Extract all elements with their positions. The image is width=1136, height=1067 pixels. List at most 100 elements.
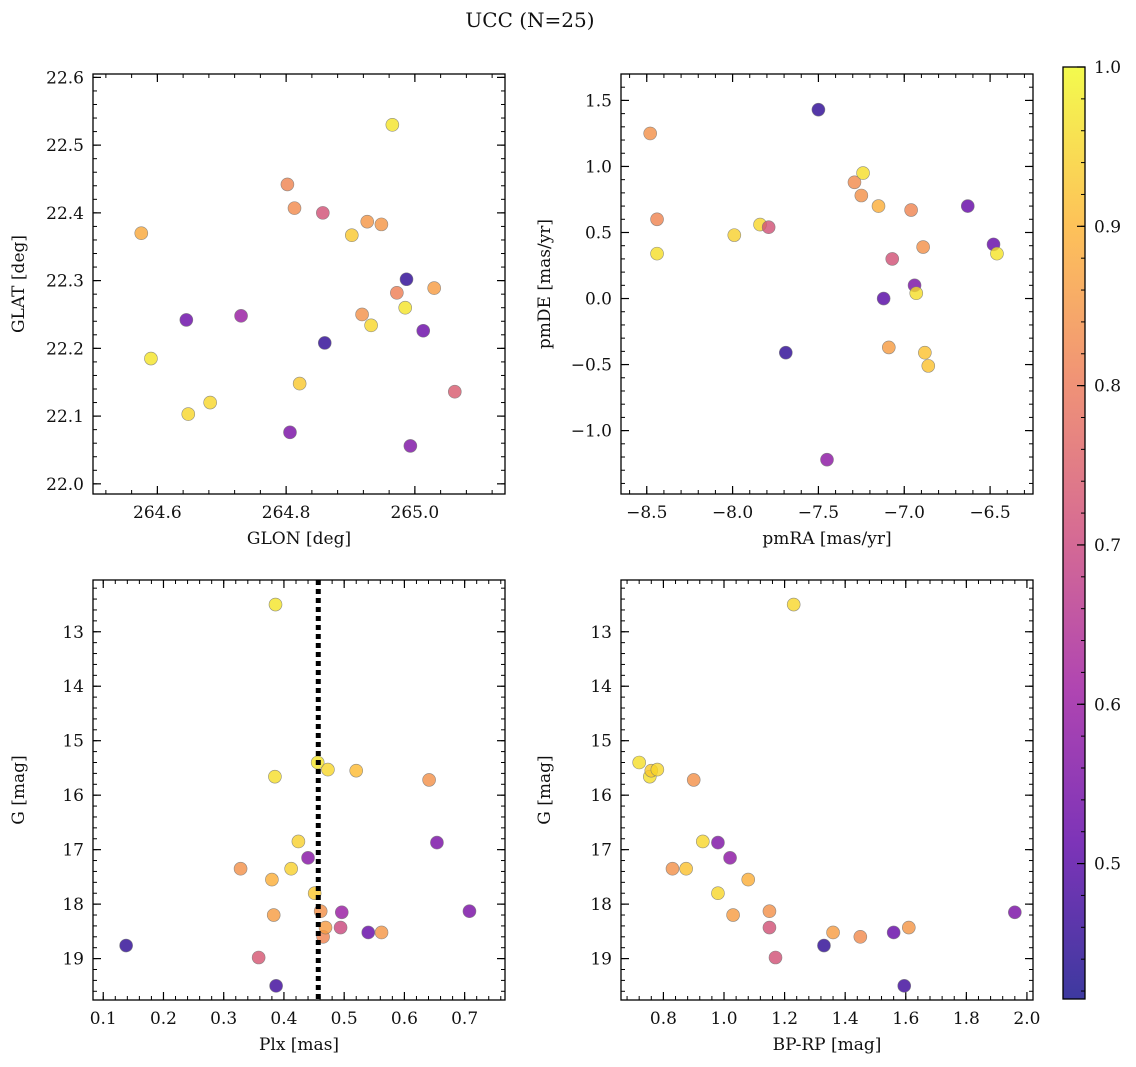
panels: 264.6 264.8 265.0 22.0 22.1 22.2 22.3 22.4 22.5 2… — [9, 68, 1040, 1055]
x-tick-label: 1.0 — [710, 1009, 737, 1029]
scatter-point — [881, 340, 896, 355]
scatter-point — [762, 904, 777, 919]
scatter-point — [374, 925, 389, 940]
scatter-point — [284, 861, 298, 876]
scatter-point — [316, 206, 330, 220]
scatter-point — [385, 118, 400, 132]
axes-frame — [620, 579, 1034, 1001]
scatter-point — [778, 345, 793, 360]
scatter-point — [422, 773, 436, 787]
scatter-point — [826, 925, 840, 940]
scatter-point — [741, 872, 756, 887]
scatter-point — [321, 762, 335, 777]
scatter-point — [181, 407, 196, 421]
x-tick-label: 264.8 — [262, 503, 311, 523]
scatter-points — [643, 102, 1004, 467]
y-tick-label: 19 — [62, 950, 84, 970]
y-tick-label: −0.5 — [571, 356, 612, 376]
minor-ticks — [621, 580, 1033, 1000]
major-ticks — [93, 580, 505, 1000]
scatter-point — [119, 938, 133, 953]
scatter-point — [179, 313, 194, 327]
scatter-point — [847, 175, 862, 190]
y-tick-label: 22.3 — [46, 272, 84, 292]
y-tick-label: 0.0 — [585, 290, 612, 310]
scatter-point — [686, 773, 701, 787]
y-tick-label: 13 — [590, 623, 612, 643]
colorbar-frame — [1062, 66, 1086, 1000]
minor-ticks — [93, 74, 505, 494]
scatter-point — [430, 835, 444, 850]
x-tick-label: −8.0 — [712, 503, 753, 523]
scatter-point — [761, 220, 776, 235]
major-ticks — [93, 74, 505, 494]
major-ticks — [621, 74, 1033, 494]
scatter-point — [856, 166, 870, 180]
scatter-point — [233, 861, 248, 876]
x-axis-label: GLON [deg] — [247, 529, 351, 549]
x-tick-label: 0.7 — [451, 1009, 478, 1029]
x-tick-label: 1.8 — [953, 1009, 980, 1029]
scatter-point — [650, 212, 664, 227]
scatter-point — [650, 762, 665, 777]
scatter-point — [1008, 905, 1022, 920]
scatter-point — [909, 286, 924, 301]
scatter-point — [398, 300, 413, 315]
y-tick-label: 22.0 — [46, 475, 84, 495]
y-tick-label: 18 — [62, 895, 84, 915]
scatter-point — [234, 309, 248, 323]
x-tick-label: 0.3 — [210, 1009, 237, 1029]
scatter-point — [650, 246, 664, 261]
scatter-point — [886, 925, 901, 940]
scatter-point — [399, 272, 414, 287]
scatter-point — [723, 851, 737, 865]
y-tick-label: 17 — [590, 841, 612, 861]
axes-frame — [92, 73, 506, 495]
scatter-point — [921, 359, 936, 373]
scatter-point — [727, 228, 742, 242]
x-tick-label: 1.2 — [771, 1009, 798, 1029]
scatter-point — [447, 384, 462, 399]
scatter-point — [786, 597, 801, 612]
colorbar-tick-label: 0.9 — [1094, 217, 1121, 237]
y-tick-label: 22.5 — [46, 136, 84, 156]
major-ticks — [621, 580, 1033, 1000]
y-tick-label: 16 — [590, 786, 612, 806]
scatter-point — [334, 905, 349, 920]
scatter-point — [726, 908, 740, 922]
scatter-point — [265, 872, 279, 887]
scatter-point — [876, 291, 891, 306]
scatter-point — [144, 351, 158, 366]
y-tick-label: 18 — [590, 895, 612, 915]
scatter-point — [390, 286, 404, 300]
axes-frame — [620, 73, 1034, 495]
y-tick-label: 0.5 — [585, 223, 612, 243]
scatter-point — [462, 904, 477, 919]
x-tick-label: 0.1 — [90, 1009, 117, 1029]
scatter-point — [291, 834, 306, 849]
scatter-point — [904, 203, 918, 217]
scatter-point — [349, 763, 364, 778]
scatter-point — [918, 345, 932, 360]
x-axis-label: pmRA [mas/yr] — [762, 529, 891, 549]
y-tick-label: 16 — [62, 786, 84, 806]
y-axis-label: G [mag] — [535, 755, 555, 824]
y-tick-label: 22.1 — [46, 407, 84, 427]
scatter-point — [679, 861, 693, 876]
scatter-point — [960, 199, 975, 213]
y-axis-label: pmDE [mas/yr] — [535, 219, 555, 349]
scatter-point — [427, 281, 441, 295]
x-tick-label: 0.6 — [391, 1009, 418, 1029]
colorbar-tick-label: 1.0 — [1094, 58, 1121, 78]
scatter-points — [632, 597, 1022, 993]
y-tick-label: 17 — [62, 841, 84, 861]
scatter-point — [283, 425, 297, 440]
scatter-point — [355, 307, 369, 322]
scatter-point — [374, 217, 389, 232]
scatter-point — [292, 376, 307, 391]
y-tick-label: 22.4 — [46, 204, 84, 224]
scatter-point — [768, 950, 783, 965]
panel-bprp-g: 0.8 1.0 1.2 1.4 1.6 1.8 2.0 13 14 15 16 17 18 19 BP-RP… — [535, 579, 1040, 1055]
y-tick-label: 19 — [590, 950, 612, 970]
